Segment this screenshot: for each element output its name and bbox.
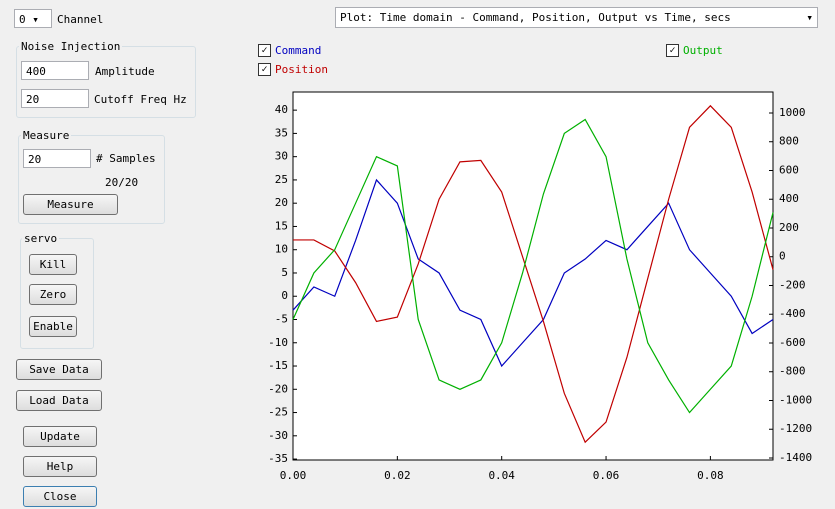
- checkbox[interactable]: ✓: [258, 63, 271, 76]
- x-tick-label: 0.04: [488, 469, 515, 482]
- series-line: [292, 178, 774, 368]
- x-tick-label: 0.08: [697, 469, 724, 482]
- y-tick-label: -10: [268, 336, 288, 349]
- y-tick-label: -5: [275, 312, 288, 325]
- amplitude-input[interactable]: 400: [21, 61, 89, 80]
- legend-command[interactable]: Command: [275, 44, 322, 57]
- measure-group: [18, 135, 165, 224]
- y2-tick-label: -1200: [779, 422, 812, 435]
- series-line: [293, 104, 774, 444]
- progress-text: 20/20: [105, 176, 139, 189]
- y2-tick-label: -600: [779, 336, 806, 349]
- amplitude-label: Amplitude: [95, 65, 155, 78]
- x-tick-label: 0.06: [593, 469, 620, 482]
- y2-tick-label: -800: [779, 365, 806, 378]
- channel-label: Channel: [57, 13, 104, 26]
- y-tick-label: 10: [275, 243, 288, 256]
- group-title: Measure: [21, 129, 72, 142]
- samples-input[interactable]: 20: [23, 149, 91, 168]
- y2-tick-label: 600: [779, 163, 799, 176]
- group-title: Noise Injection: [19, 40, 123, 53]
- y2-tick-label: -1000: [779, 393, 812, 406]
- y2-tick-label: -200: [779, 278, 806, 291]
- y-tick-label: -25: [268, 406, 288, 419]
- update-button[interactable]: Update: [23, 426, 97, 447]
- zero-button[interactable]: Zero: [29, 284, 77, 305]
- dropdown-arrow: ▾: [806, 11, 813, 24]
- y-tick-label: -35: [268, 452, 288, 465]
- load-button[interactable]: Load Data: [16, 390, 102, 411]
- y-tick-label: -20: [268, 382, 288, 395]
- cutoff-label: Cutoff Freq Hz: [94, 93, 187, 106]
- y-tick-label: 25: [275, 173, 288, 186]
- save-button[interactable]: Save Data: [16, 359, 102, 380]
- y2-tick-label: 1000: [779, 106, 806, 119]
- legend-output[interactable]: Output: [683, 44, 723, 57]
- group-title: servo: [22, 232, 60, 245]
- channel-select[interactable]: 0 ▾: [14, 9, 52, 28]
- x-tick-label: 0.00: [280, 469, 307, 482]
- y2-tick-label: 0: [779, 250, 786, 263]
- plot-select-text: Plot: Time domain - Command, Position, O…: [340, 11, 731, 24]
- close-button[interactable]: Close: [23, 486, 97, 507]
- y2-tick-label: 800: [779, 135, 799, 148]
- kill-button[interactable]: Kill: [29, 254, 77, 275]
- y-tick-label: -15: [268, 359, 288, 372]
- y2-tick-label: 200: [779, 221, 799, 234]
- y-tick-label: 40: [275, 103, 288, 116]
- y-tick-label: 0: [281, 289, 288, 302]
- checkbox[interactable]: ✓: [666, 44, 679, 57]
- channel-value: 0: [19, 13, 26, 26]
- samples-label: # Samples: [96, 152, 156, 165]
- enable-button[interactable]: Enable: [29, 316, 77, 337]
- checkbox[interactable]: ✓: [258, 44, 271, 57]
- y2-tick-label: 400: [779, 192, 799, 205]
- plot-area: [292, 91, 774, 461]
- plot-select[interactable]: Plot: Time domain - Command, Position, O…: [335, 7, 818, 28]
- y-tick-label: 5: [281, 266, 288, 279]
- cutoff-input[interactable]: 20: [21, 89, 89, 108]
- help-button[interactable]: Help: [23, 456, 97, 477]
- y-tick-label: 20: [275, 196, 288, 209]
- y2-tick-label: -400: [779, 307, 806, 320]
- x-tick-label: 0.02: [384, 469, 411, 482]
- measure-button[interactable]: Measure: [23, 194, 118, 215]
- y-tick-label: -30: [268, 429, 288, 442]
- y-tick-label: 30: [275, 150, 288, 163]
- y-tick-label: 15: [275, 219, 288, 232]
- legend-position[interactable]: Position: [275, 63, 328, 76]
- series-line: [292, 118, 774, 414]
- y-tick-label: 35: [275, 126, 288, 139]
- y2-tick-label: -1400: [779, 451, 812, 464]
